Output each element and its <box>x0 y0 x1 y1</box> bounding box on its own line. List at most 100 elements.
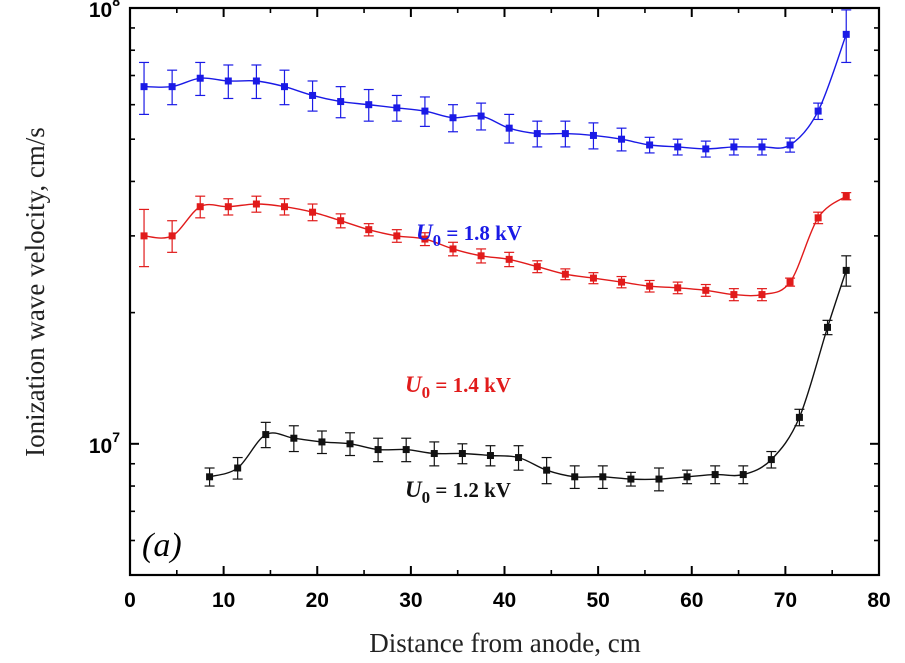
data-point <box>561 270 569 278</box>
data-point <box>486 452 494 460</box>
data-point <box>477 252 485 260</box>
series-line <box>143 34 847 150</box>
x-tick-label: 50 <box>586 589 609 612</box>
data-point <box>252 77 260 85</box>
data-point <box>767 456 775 464</box>
data-point <box>533 130 541 138</box>
series-line <box>209 270 847 481</box>
data-point <box>290 434 298 442</box>
data-point <box>674 284 682 292</box>
data-point <box>140 232 148 240</box>
data-point <box>505 124 513 132</box>
data-point <box>627 475 635 483</box>
data-point <box>842 266 850 274</box>
data-point <box>618 278 626 286</box>
data-point <box>795 413 803 421</box>
data-point <box>702 145 710 153</box>
data-point <box>168 232 176 240</box>
x-tick-label: 0 <box>124 589 136 612</box>
data-point <box>318 438 326 446</box>
data-point <box>842 30 850 38</box>
data-point <box>449 245 457 253</box>
y-tick-label: 108 <box>89 0 120 22</box>
data-point <box>711 471 719 479</box>
series-layer <box>139 9 852 492</box>
panel-label: (a) <box>142 527 182 564</box>
data-point <box>589 131 597 139</box>
data-point <box>683 473 691 481</box>
data-point <box>374 446 382 454</box>
data-point <box>393 232 401 240</box>
data-point <box>309 208 317 216</box>
data-point <box>730 143 738 151</box>
data-point <box>280 83 288 91</box>
data-point <box>402 446 410 454</box>
data-point <box>196 203 204 211</box>
data-point <box>824 323 832 331</box>
data-point <box>224 77 232 85</box>
data-point <box>599 473 607 481</box>
data-point <box>234 464 242 472</box>
series-label-1-4kv: U0 = 1.4 kV <box>405 372 511 402</box>
data-point <box>140 83 148 91</box>
x-tick-label: 30 <box>399 589 422 612</box>
data-point <box>477 112 485 120</box>
data-point <box>449 114 457 122</box>
data-point <box>365 226 373 234</box>
data-point <box>814 214 822 222</box>
data-point <box>505 255 513 263</box>
series-label-1-8kv: U0 = 1.8 kV <box>416 220 522 250</box>
data-point <box>280 203 288 211</box>
axes-layer: 0 10 20 30 40 50 60 70 80 107 108 <box>89 0 891 612</box>
x-tick-label: 60 <box>680 589 703 612</box>
data-point <box>561 130 569 138</box>
data-point <box>196 74 204 82</box>
data-point <box>393 104 401 112</box>
x-tick-label: 40 <box>493 589 516 612</box>
data-point <box>655 475 663 483</box>
data-point <box>252 200 260 208</box>
data-point <box>589 274 597 282</box>
data-point <box>842 192 850 200</box>
data-point <box>730 291 738 299</box>
data-point <box>646 141 654 149</box>
series-1 <box>139 192 852 302</box>
series-line <box>143 195 847 297</box>
data-point <box>262 431 270 439</box>
data-point <box>814 107 822 115</box>
x-tick-label: 20 <box>306 589 329 612</box>
data-point <box>224 203 232 211</box>
x-tick-label: 10 <box>212 589 235 612</box>
data-point <box>571 473 579 481</box>
data-point <box>786 141 794 149</box>
data-point <box>543 466 551 474</box>
data-point <box>702 286 710 294</box>
data-point <box>618 135 626 143</box>
data-point <box>168 83 176 91</box>
data-point <box>758 143 766 151</box>
data-point <box>309 91 317 99</box>
data-point <box>421 235 429 243</box>
data-point <box>337 217 345 225</box>
data-point <box>758 291 766 299</box>
data-point <box>365 101 373 109</box>
series-label-1-2kv: U0 = 1.2 kV <box>405 477 511 507</box>
series-0 <box>139 9 852 158</box>
data-point <box>786 278 794 286</box>
x-axis-title: Distance from anode, cm <box>369 628 640 658</box>
data-point <box>346 440 354 448</box>
data-point <box>337 98 345 106</box>
data-point <box>739 471 747 479</box>
data-point <box>206 473 214 481</box>
data-point <box>458 450 466 458</box>
data-point <box>430 450 438 458</box>
y-axis-title: Ionization wave velocity, cm/s <box>20 127 50 457</box>
data-point <box>515 454 523 462</box>
data-point <box>421 107 429 115</box>
x-tick-label: 70 <box>774 589 797 612</box>
data-point <box>674 143 682 151</box>
x-tick-label: 80 <box>867 589 890 612</box>
data-point <box>646 282 654 290</box>
data-point <box>533 263 541 271</box>
